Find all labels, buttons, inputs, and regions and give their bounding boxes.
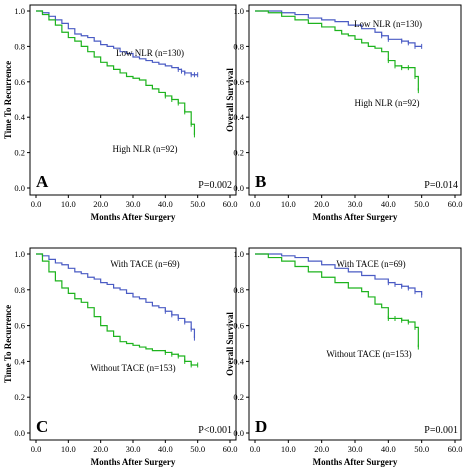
y-axis-title: Time To Recurrence [3, 61, 13, 139]
x-tick-label: 60.0 [223, 199, 238, 209]
x-tick-label: 50.0 [414, 444, 429, 454]
series-top: With TACE (n=69) [255, 253, 423, 298]
x-tick-label: 40.0 [381, 444, 396, 454]
x-tick-label: 20.0 [314, 199, 329, 209]
p-value: P=0.014 [424, 180, 458, 191]
y-tick-label: 0.4 [14, 356, 25, 366]
x-tick-label: 10.0 [61, 444, 76, 454]
y-tick-label: 0.2 [14, 392, 25, 402]
x-tick-label: 10.0 [281, 199, 296, 209]
y-tick-label: 0.0 [233, 428, 244, 438]
x-tick-label: 60.0 [448, 199, 463, 209]
y-tick-label: 1.0 [14, 249, 25, 259]
x-tick-label: 60.0 [223, 444, 238, 454]
survival-curve [255, 10, 422, 47]
x-tick-label: 0.0 [31, 444, 42, 454]
x-axis-title: Months After Surgery [313, 212, 398, 222]
x-axis-title: Months After Surgery [313, 457, 398, 467]
x-axis-title: Months After Surgery [91, 457, 176, 467]
survival-curve [255, 253, 419, 348]
panel-b: 0.0 0.2 0.4 0.6 0.8 1.0 0.0 10.0 20.0 30.0 40.0 50.… [225, 4, 463, 222]
y-tick-label: 0.6 [14, 321, 25, 331]
x-axis-title: Months After Surgery [91, 212, 176, 222]
x-tick-label: 30.0 [348, 199, 363, 209]
y-tick-label: 0.2 [14, 148, 25, 158]
y-tick-label: 0.4 [233, 356, 244, 366]
series-label: Low NLR (n=130) [354, 19, 422, 29]
panel-c: 0.0 0.2 0.4 0.6 0.8 1.0 0.0 10.0 20.0 30.0 40.0 50.… [3, 247, 238, 467]
x-tick-label: 50.0 [414, 199, 429, 209]
series-label: High NLR (n=92) [354, 98, 419, 108]
x-tick-label: 0.0 [250, 444, 261, 454]
plot-frame [248, 247, 462, 441]
y-axis-title: Time To Recurrence [3, 305, 13, 383]
x-tick-label: 0.0 [250, 199, 261, 209]
y-tick-label: 0.2 [233, 392, 244, 402]
y-tick-label: 0.8 [14, 41, 25, 51]
y-tick-label: 0.0 [14, 183, 25, 193]
y-axis-title: Overall Survival [225, 68, 235, 132]
x-tick-label: 20.0 [93, 199, 108, 209]
y-tick-label: 1.0 [14, 6, 25, 16]
y-tick-label: 0.8 [233, 285, 244, 295]
series-bottom: Without TACE (n=153) [255, 253, 419, 359]
panel-letter: D [255, 417, 267, 436]
series-label: High NLR (n=92) [112, 144, 177, 154]
x-tick-label: 20.0 [314, 444, 329, 454]
y-tick-label: 1.0 [233, 249, 244, 259]
x-tick-label: 10.0 [281, 444, 296, 454]
y-tick-label: 0.0 [14, 428, 25, 438]
panel-letter: B [255, 172, 266, 191]
y-axis-title: Overall Survival [225, 312, 235, 376]
series-bottom: Without TACE (n=153) [36, 253, 199, 373]
x-tick-label: 30.0 [348, 444, 363, 454]
y-tick-label: 0.8 [233, 41, 244, 51]
series-top: Low NLR (n=130) [255, 10, 423, 49]
x-tick-label: 0.0 [31, 199, 42, 209]
panel-d: 0.0 0.2 0.4 0.6 0.8 1.0 0.0 10.0 20.0 30.0 40.0 50.… [225, 247, 463, 467]
panel-a: 0.0 0.2 0.4 0.6 0.8 1.0 0.0 10.0 20.0 30.0 40.0 50.… [3, 4, 238, 222]
survival-curve [36, 10, 198, 76]
survival-curve [36, 253, 198, 366]
y-tick-label: 0.2 [233, 148, 244, 158]
series-bottom: High NLR (n=92) [36, 10, 196, 154]
p-value: P=0.001 [424, 425, 458, 436]
p-value: P=0.002 [198, 180, 232, 191]
series-label: Without TACE (n=153) [326, 349, 411, 359]
x-tick-label: 50.0 [190, 444, 205, 454]
x-tick-label: 40.0 [158, 444, 173, 454]
series-top: With TACE (n=69) [36, 253, 196, 341]
y-tick-label: 0.6 [233, 321, 244, 331]
series-bottom: High NLR (n=92) [255, 10, 420, 108]
series-label: Without TACE (n=153) [90, 363, 175, 373]
x-tick-label: 10.0 [61, 199, 76, 209]
survival-curve [255, 10, 419, 91]
x-tick-label: 20.0 [93, 444, 108, 454]
survival-curve [36, 10, 196, 135]
series-label: With TACE (n=69) [336, 259, 405, 269]
y-tick-label: 1.0 [233, 6, 244, 16]
x-tick-label: 40.0 [158, 199, 173, 209]
x-tick-label: 30.0 [126, 444, 141, 454]
series-label: Low NLR (n=130) [116, 48, 184, 58]
p-value: P<0.001 [198, 425, 232, 436]
x-tick-label: 60.0 [448, 444, 463, 454]
x-tick-label: 40.0 [381, 199, 396, 209]
y-tick-label: 0.6 [14, 77, 25, 87]
y-tick-label: 0.0 [233, 183, 244, 193]
plot-frame [29, 4, 237, 196]
y-tick-label: 0.6 [233, 77, 244, 87]
x-tick-label: 50.0 [190, 199, 205, 209]
x-tick-label: 30.0 [126, 199, 141, 209]
panel-letter: C [36, 417, 48, 436]
panel-letter: A [36, 172, 49, 191]
series-top: Low NLR (n=130) [36, 10, 199, 78]
y-tick-label: 0.4 [14, 112, 25, 122]
y-tick-label: 0.4 [233, 112, 244, 122]
series-label: With TACE (n=69) [110, 259, 179, 269]
y-tick-label: 0.8 [14, 285, 25, 295]
